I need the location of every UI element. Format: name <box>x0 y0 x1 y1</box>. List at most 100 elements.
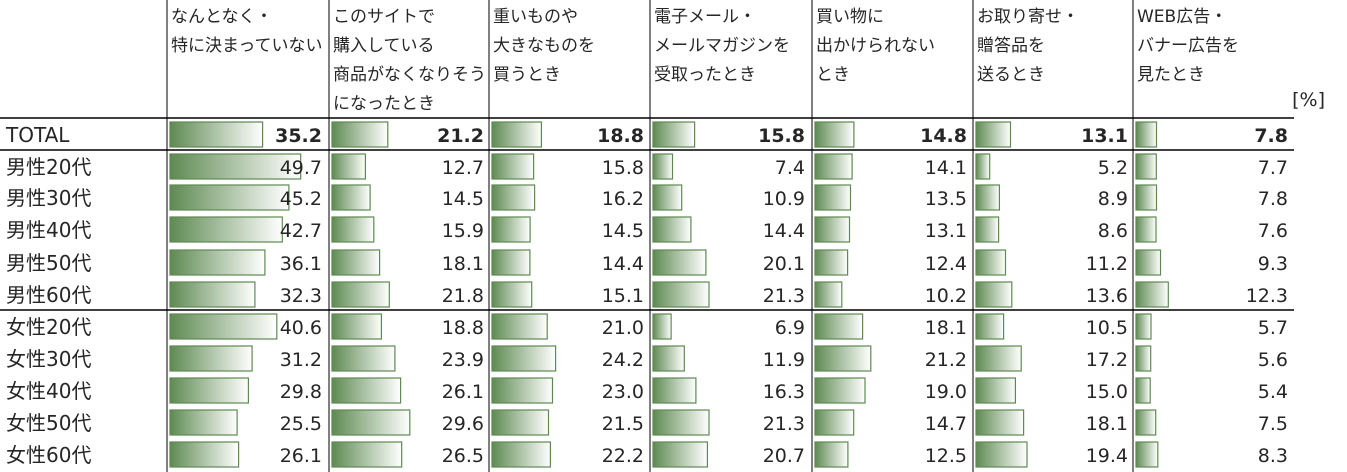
column-header-line: とき <box>816 65 850 85</box>
bar <box>652 441 709 468</box>
column-header-line: 購入している <box>333 36 435 56</box>
bar <box>1135 409 1157 436</box>
value-label: 5.6 <box>1258 349 1288 371</box>
bar <box>1135 249 1162 276</box>
bar <box>1135 153 1157 180</box>
column-header-line: 電子メール・ <box>654 7 756 27</box>
column-header-line: なんとなく・ <box>171 7 273 27</box>
bar <box>169 409 238 436</box>
bar <box>1135 121 1158 148</box>
value-label: 14.4 <box>602 253 644 275</box>
bar <box>975 249 1007 276</box>
bar <box>491 153 535 180</box>
row-label: 男性60代 <box>6 283 91 307</box>
bar <box>975 184 1000 211</box>
bar <box>975 216 1000 243</box>
value-label: 16.3 <box>763 381 805 403</box>
value-label: 22.2 <box>602 445 644 467</box>
value-label: 8.6 <box>1098 220 1128 242</box>
bar <box>1135 377 1151 404</box>
value-label: 14.4 <box>763 220 805 242</box>
bar <box>652 313 672 340</box>
column-header-line: 送るとき <box>977 65 1045 85</box>
value-label: 21.3 <box>763 285 805 307</box>
value-label: 24.2 <box>602 349 644 371</box>
value-label: 14.1 <box>925 157 967 179</box>
bar <box>169 441 240 468</box>
bar <box>491 313 548 340</box>
value-label: 14.5 <box>602 220 644 242</box>
value-label: 15.9 <box>442 220 484 242</box>
bar <box>331 216 375 243</box>
bar <box>814 121 855 148</box>
value-labels: 35.2 21.2 18.8 15.8 14.8 13.1 7.8 49.7 12.7 15.8 7… <box>275 125 1288 467</box>
value-label: 23.9 <box>442 349 484 371</box>
value-label: 21.2 <box>437 125 484 147</box>
bar <box>491 377 554 404</box>
value-label: 18.8 <box>442 317 484 339</box>
row-label: 女性40代 <box>6 379 91 403</box>
bar <box>814 409 855 436</box>
row-label: 男性40代 <box>6 218 91 242</box>
bar <box>975 409 1025 436</box>
table-grid <box>0 0 1294 472</box>
value-label: 10.9 <box>763 188 805 210</box>
bar <box>491 249 531 276</box>
bar <box>331 153 367 180</box>
value-label: 5.2 <box>1098 157 1128 179</box>
bar <box>975 121 1012 148</box>
bar <box>975 345 1022 372</box>
value-label: 8.3 <box>1258 445 1288 467</box>
value-label: 17.2 <box>1086 349 1128 371</box>
bar <box>652 377 697 404</box>
bar <box>814 216 851 243</box>
value-label: 16.2 <box>602 188 644 210</box>
bar <box>169 121 264 148</box>
column-header-line: 重いものや <box>493 7 578 27</box>
bar <box>652 121 696 148</box>
value-label: 49.7 <box>280 157 322 179</box>
column-headers: なんとなく・特に決まっていないこのサイトで購入している商品がなくなりそうになった… <box>171 7 1239 114</box>
bar <box>814 377 866 404</box>
bar <box>169 313 278 340</box>
column-header-line: 特に決まっていない <box>171 36 322 56</box>
bar <box>169 184 290 211</box>
value-label: 15.8 <box>602 157 644 179</box>
bar <box>331 121 389 148</box>
value-label: 12.7 <box>442 157 484 179</box>
column-header-line: 贈答品を <box>977 36 1045 56</box>
bar <box>491 441 552 468</box>
value-label: 40.6 <box>280 317 322 339</box>
value-label: 25.5 <box>280 413 322 435</box>
bar <box>975 441 1028 468</box>
column-header-line: このサイトで <box>333 7 435 27</box>
value-label: 7.7 <box>1258 157 1288 179</box>
bar <box>652 216 692 243</box>
column-header-line: バナー広告を <box>1137 36 1239 56</box>
row-label: TOTAL <box>5 123 70 147</box>
value-label: 15.1 <box>602 285 644 307</box>
value-label: 26.1 <box>442 381 484 403</box>
value-label: 14.8 <box>920 125 967 147</box>
value-label: 29.8 <box>280 381 322 403</box>
value-label: 10.5 <box>1086 317 1128 339</box>
row-label: 男性30代 <box>6 186 91 210</box>
column-header-line: 受取ったとき <box>654 65 756 85</box>
value-label: 42.7 <box>280 220 322 242</box>
bar <box>652 409 710 436</box>
column-header-line: 出かけられない <box>816 36 935 56</box>
value-label: 26.1 <box>280 445 322 467</box>
bar <box>652 184 683 211</box>
bar <box>169 345 253 372</box>
bar <box>331 441 403 468</box>
row-label: 男性50代 <box>6 251 91 275</box>
column-header-line: 買い物に <box>816 7 884 27</box>
column-header-line: メールマガジンを <box>654 36 790 56</box>
value-label: 21.0 <box>602 317 644 339</box>
value-label: 10.2 <box>925 285 967 307</box>
value-label: 9.3 <box>1258 253 1288 275</box>
value-label: 20.7 <box>763 445 805 467</box>
bar <box>652 345 685 372</box>
bar <box>169 249 266 276</box>
